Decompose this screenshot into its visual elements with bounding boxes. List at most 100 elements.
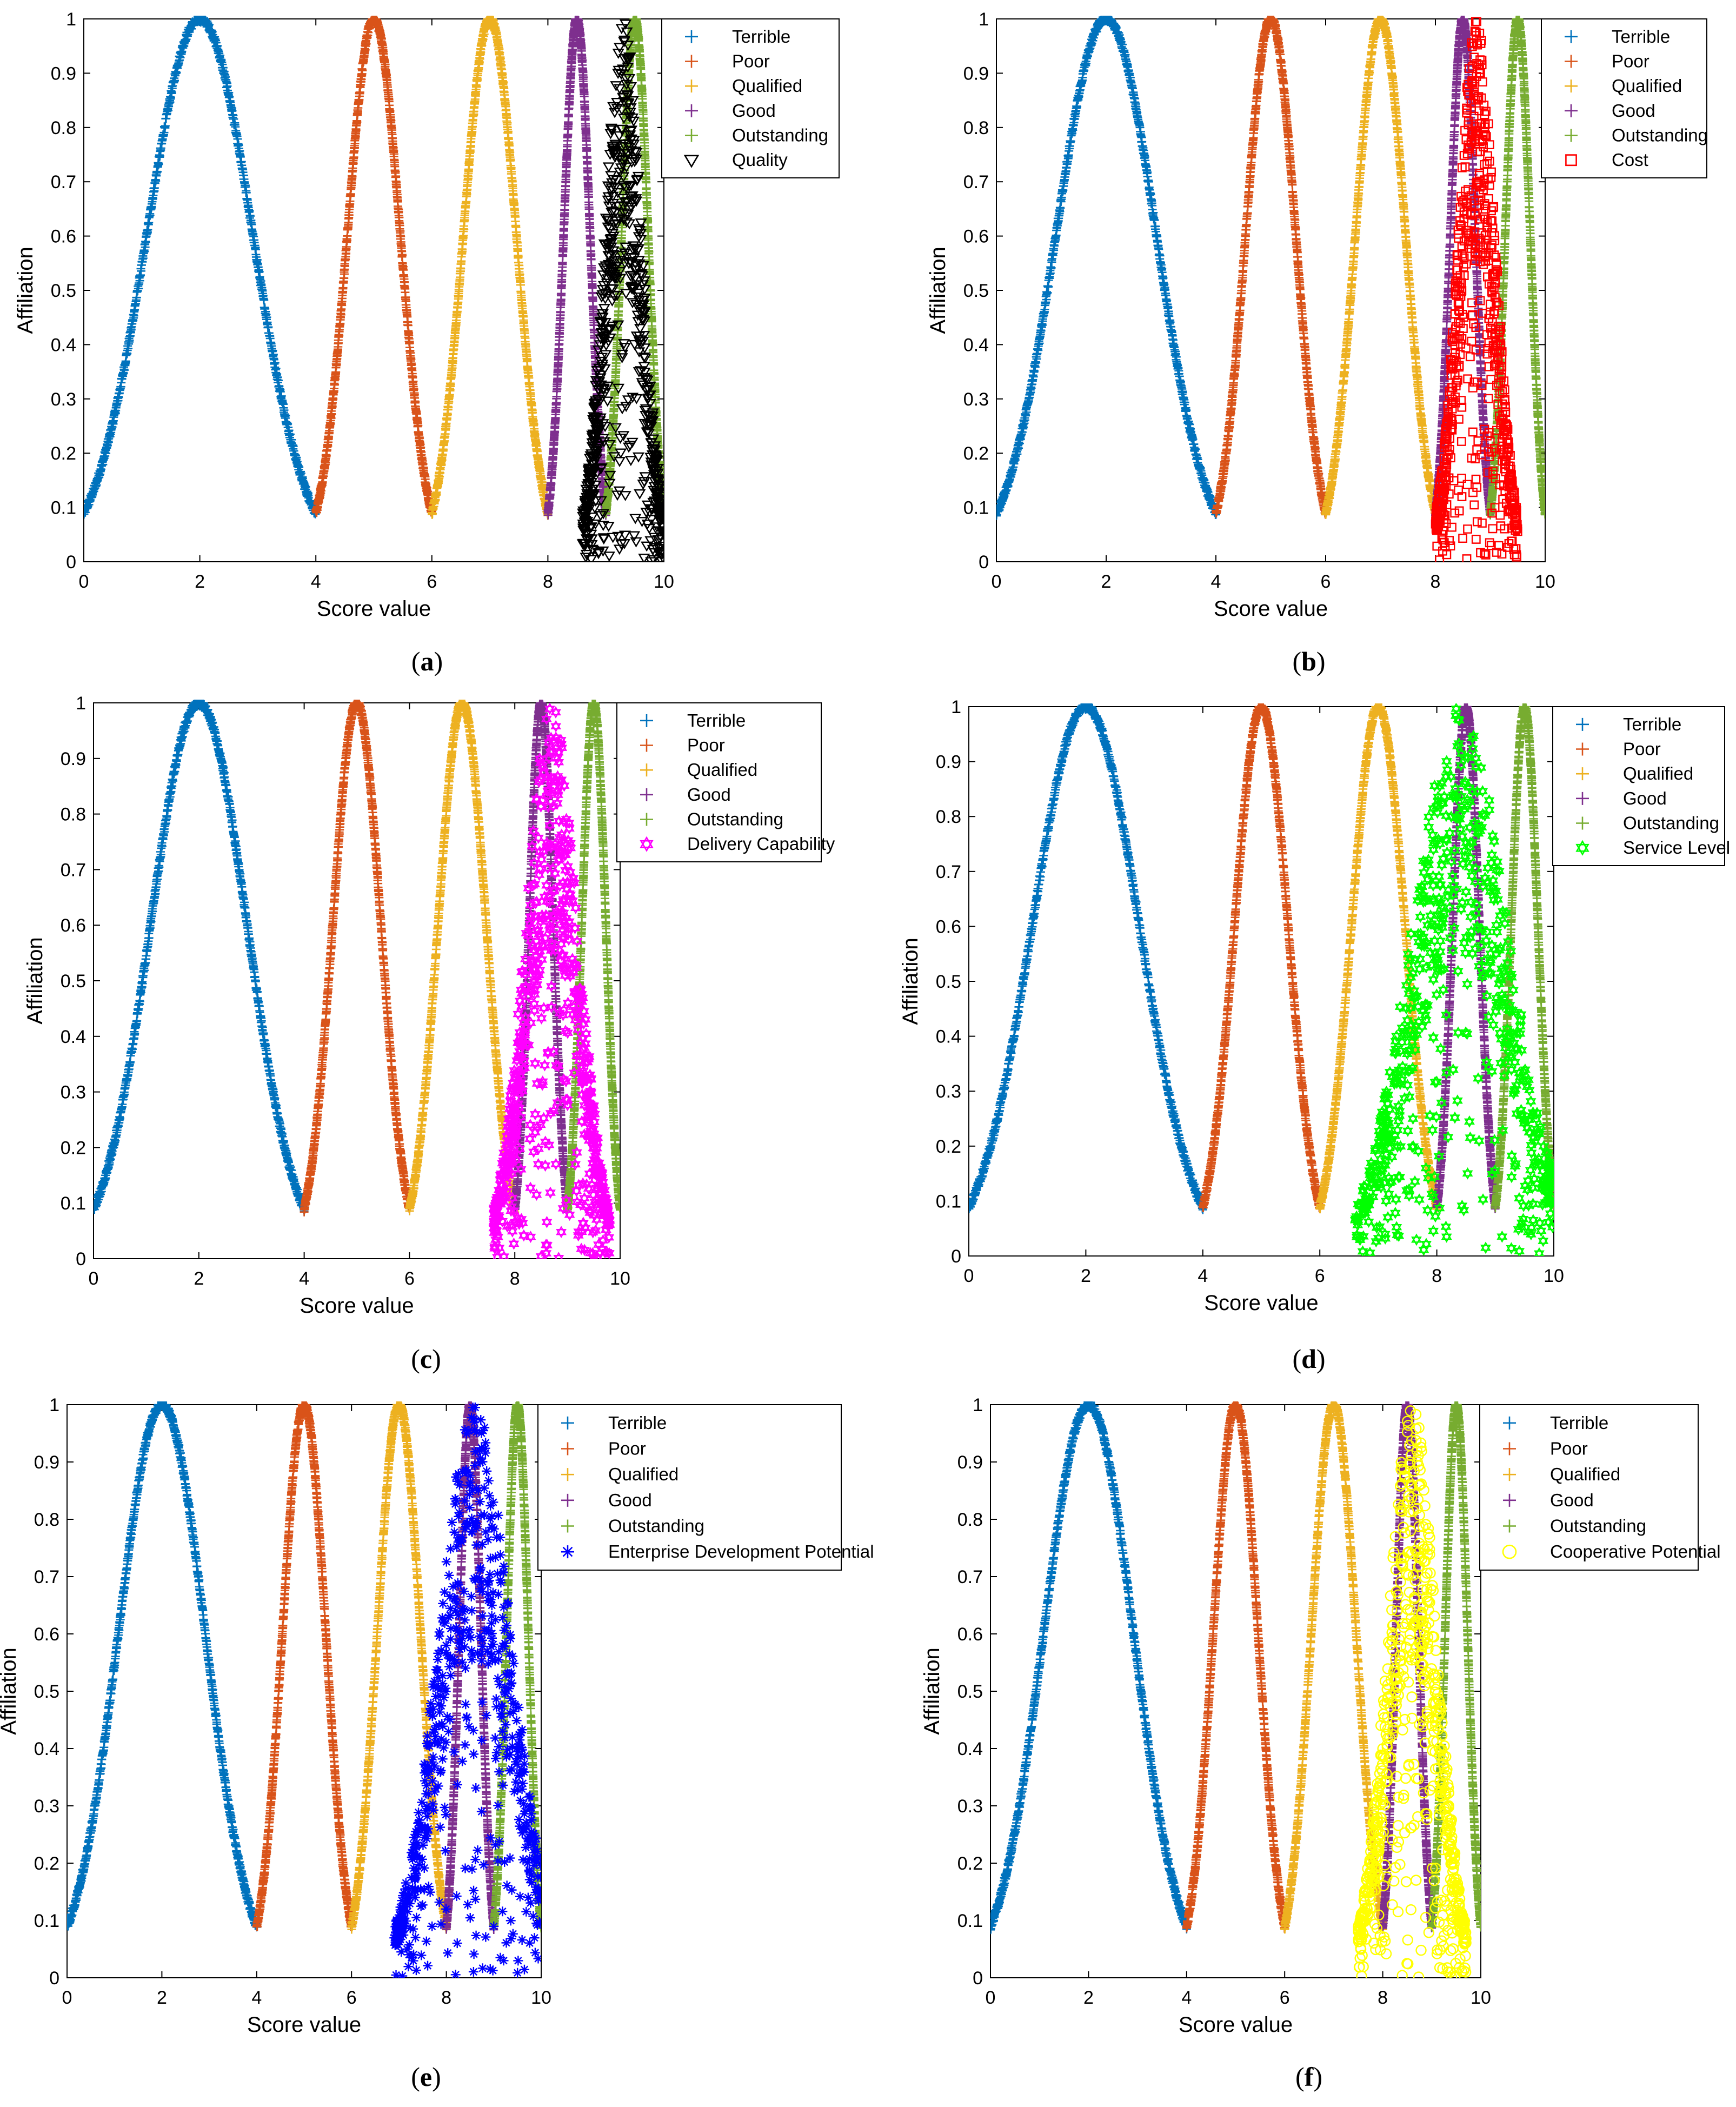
legend-label: Terrible: [1623, 714, 1681, 734]
y-tick-label: 0: [951, 1246, 961, 1267]
legend-marker: [1503, 1442, 1516, 1455]
legend-item: Quality: [683, 150, 788, 170]
series-markers: [347, 1401, 451, 1934]
y-tick-label: 0.3: [936, 1081, 961, 1102]
legend-marker: [685, 30, 698, 43]
plot-area: [969, 703, 1554, 1256]
plot-area: [67, 1401, 541, 1978]
series-markers: [969, 703, 1207, 1214]
legend-label: Cost: [1612, 150, 1648, 170]
x-tick-label: 0: [89, 1268, 99, 1289]
series-markers: [1280, 1401, 1387, 1934]
series-poor: [311, 16, 436, 517]
x-tick-label: 4: [251, 1988, 262, 2008]
panel-label: (e): [411, 2062, 441, 2092]
x-tick-label: 8: [510, 1268, 520, 1289]
y-tick-label: 0.7: [61, 860, 86, 880]
legend-label: Terrible: [1550, 1413, 1608, 1433]
series-terrible: [990, 1401, 1191, 1935]
legend-label: Delivery Capability: [687, 834, 835, 854]
legend-item: Good: [561, 1490, 652, 1510]
y-tick-label: 0.8: [34, 1510, 59, 1530]
y-tick-label: 0.2: [936, 1136, 961, 1157]
legend-item: Terrible: [640, 710, 746, 730]
series-markers: [1427, 1401, 1481, 1932]
panel-label: (b): [1292, 646, 1325, 676]
series-outstanding: [1427, 1401, 1481, 1932]
series-cost: [1431, 17, 1522, 562]
series-markers: [94, 700, 309, 1216]
y-tick-label: 0.1: [34, 1911, 59, 1931]
series-qualified: [347, 1401, 451, 1934]
series-enterprise-development-potential: [389, 1403, 541, 1978]
legend-item: Outstanding: [640, 809, 783, 829]
y-tick-label: 0: [973, 1968, 983, 1989]
legend-marker: [561, 1519, 574, 1533]
legend-label: Qualified: [608, 1464, 679, 1484]
y-tick-label: 0.3: [34, 1796, 59, 1817]
panel-label: (d): [1292, 1344, 1325, 1374]
legend-label: Outstanding: [1623, 813, 1719, 833]
series-good: [543, 16, 610, 520]
legend-box: [537, 1404, 842, 1571]
y-tick-label: 0.9: [957, 1452, 983, 1473]
y-axis-label: Affiliation: [14, 247, 37, 334]
y-tick-label: 0.9: [963, 63, 989, 84]
legend-item: Cost: [1565, 150, 1648, 170]
y-tick-label: 0.1: [51, 498, 76, 519]
x-tick-label: 2: [195, 571, 205, 592]
series-qualified: [405, 700, 520, 1217]
y-tick-label: 0.7: [34, 1567, 59, 1587]
legend-label: Qualified: [1550, 1464, 1620, 1484]
legend-marker: [1565, 129, 1578, 142]
legend-marker: [640, 763, 653, 777]
series-markers: [389, 1403, 541, 1978]
panel-label: (f): [1295, 2062, 1322, 2092]
series-qualified: [1280, 1401, 1387, 1934]
legend-marker: [685, 129, 698, 142]
legend-item: Good: [685, 101, 776, 121]
chart-panel-b: 0 2 4 6 8 10 0 0.1 0.2 0.3 0.4 0.5 0.6 0.7 0.8 0.9 1 Scor…: [926, 9, 1708, 676]
y-tick-label: 0.9: [936, 752, 961, 773]
x-tick-label: 0: [986, 1988, 996, 2008]
legend-box: [1479, 1404, 1699, 1571]
series-markers: [1198, 703, 1325, 1213]
legend-label: Outstanding: [687, 809, 783, 829]
y-tick-label: 0.5: [963, 281, 989, 301]
legend-label: Terrible: [1612, 26, 1670, 46]
y-tick-label: 0.1: [61, 1193, 86, 1214]
legend-item: Qualified: [640, 760, 757, 780]
legend-label: Service Level: [1623, 838, 1730, 858]
y-tick-label: 0.2: [51, 443, 76, 464]
y-tick-label: 0.6: [936, 916, 961, 937]
chart-panel-f: 0 2 4 6 8 10 0 0.1 0.2 0.3 0.4 0.5 0.6 0.7 0.8 0.9 1 Scor…: [920, 1395, 1721, 2092]
y-tick-label: 0.9: [34, 1452, 59, 1473]
legend-item: Outstanding: [685, 125, 828, 145]
legend-marker: [1565, 104, 1578, 117]
legend-box: [616, 702, 822, 862]
y-tick-label: 0.7: [51, 172, 76, 192]
y-tick-label: 0.3: [61, 1082, 86, 1103]
chart-panel-a: 0 2 4 6 8 10 0 0.1 0.2 0.3 0.4 0.5 0.6 0.7 0.8 0.9 1 Scor…: [14, 9, 840, 676]
y-tick-label: 0.7: [963, 172, 989, 192]
y-tick-label: 1: [973, 1395, 983, 1415]
legend-marker: [640, 836, 654, 852]
legend-label: Qualified: [687, 760, 757, 780]
x-tick-label: 10: [1471, 1988, 1491, 2008]
x-tick-label: 2: [1081, 1266, 1091, 1286]
y-tick-label: 0.6: [34, 1624, 59, 1645]
legend-item: Service Level: [1575, 838, 1730, 858]
y-tick-label: 0.6: [51, 227, 76, 247]
y-tick-label: 0.2: [963, 443, 989, 464]
y-tick-label: 0.6: [957, 1624, 983, 1645]
y-tick-label: 0.5: [34, 1681, 59, 1702]
x-tick-label: 6: [1280, 1988, 1290, 2008]
legend-item: Qualified: [1576, 763, 1693, 783]
legend-marker: [1565, 79, 1578, 93]
x-tick-label: 0: [79, 571, 89, 592]
y-tick-label: 0.4: [34, 1739, 59, 1759]
legend-marker: [1565, 30, 1578, 43]
legend: Terrible Poor Qualified Good Outstanding Deli…: [616, 702, 835, 862]
series-markers: [488, 702, 615, 1259]
